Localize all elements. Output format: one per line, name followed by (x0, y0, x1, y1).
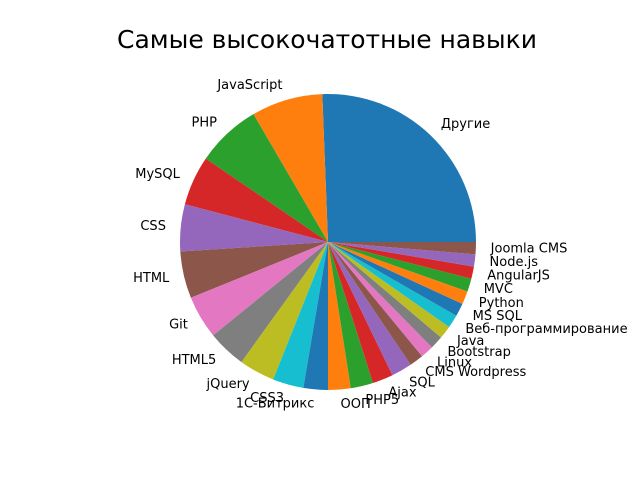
pie-slice-jquery (241, 242, 328, 380)
pie-label-ajax: Ajax (388, 386, 416, 401)
pie-label-html5: HTML5 (172, 353, 216, 368)
pie-label-mvc: MVC (484, 282, 513, 297)
pie-slice-html (180, 242, 328, 298)
pie-slice-git (190, 242, 328, 336)
pie-label-mysql: MySQL (135, 167, 180, 182)
chart-title: Самые высокочатотные навыки (117, 25, 537, 54)
pie-slice-sql (328, 242, 411, 376)
pie-label-angularjs: AngularJS (487, 268, 550, 283)
pie-slice-php5 (328, 242, 374, 389)
pie-slice-javascript (253, 94, 328, 242)
pie-slice-joomla-cms (328, 242, 476, 255)
pie-slice-mvc (328, 242, 472, 292)
pie-slice-angularjs (328, 242, 474, 279)
pie-label-jquery: jQuery (206, 377, 250, 392)
pie-label-linux: Linux (437, 355, 472, 370)
pie-label-php5: PHP5 (365, 393, 399, 408)
pie-slice-css3 (273, 242, 328, 388)
pie-slice-php (205, 114, 328, 242)
pie-slice-html5 (213, 242, 328, 363)
pie-label-cms-wordpress: CMS Wordpress (425, 365, 526, 380)
pie-slice-веб-программирование (328, 242, 457, 327)
pie-label-ms-sql: MS SQL (473, 309, 523, 324)
pie-label-python: Python (479, 296, 524, 311)
pie-label-1с-битрикс: 1С-Битрикс (236, 397, 315, 412)
pie-slice-ms-sql (328, 242, 463, 316)
pie-label-joomla-cms: Joomla CMS (490, 241, 568, 256)
pie-label-bootstrap: Bootstrap (447, 345, 510, 360)
pie-slice-другие (322, 93, 476, 242)
pie-label-веб-программирование: Веб-программирование (465, 322, 627, 337)
pie-slice-node-js (328, 242, 476, 267)
pie-slices (180, 93, 476, 391)
pie-label-html: HTML (133, 271, 170, 286)
pie-slice-ооп (328, 242, 351, 391)
pie-label-css3: CSS3 (250, 391, 284, 406)
pie-slice-linux (328, 242, 432, 357)
pie-labels: Другие JavaScript PHP MySQL CSS HTML Git HTML5 j… (133, 78, 627, 412)
pie-label-git: Git (169, 317, 188, 332)
pie-slice-css (180, 204, 328, 252)
pie-slice-1с-битрикс (303, 242, 328, 390)
pie-slice-ajax (328, 242, 393, 383)
pie-label-java: Java (456, 334, 484, 349)
pie-label-css: CSS (140, 219, 166, 234)
pie-label-php: PHP (192, 115, 218, 130)
pie-label-node-js: Node.js (490, 255, 539, 270)
pie-slice-java (328, 242, 450, 338)
pie-label-другие: Другие (441, 117, 490, 132)
pie-label-javascript: JavaScript (216, 78, 282, 93)
pie-label-ооп: ООП (341, 397, 371, 412)
pie-slice-cms-wordpress (328, 242, 423, 365)
pie-slice-bootstrap (328, 242, 442, 348)
pie-label-sql: SQL (409, 376, 435, 391)
pie-slice-mysql (184, 158, 328, 242)
pie-slice-python (328, 242, 468, 304)
